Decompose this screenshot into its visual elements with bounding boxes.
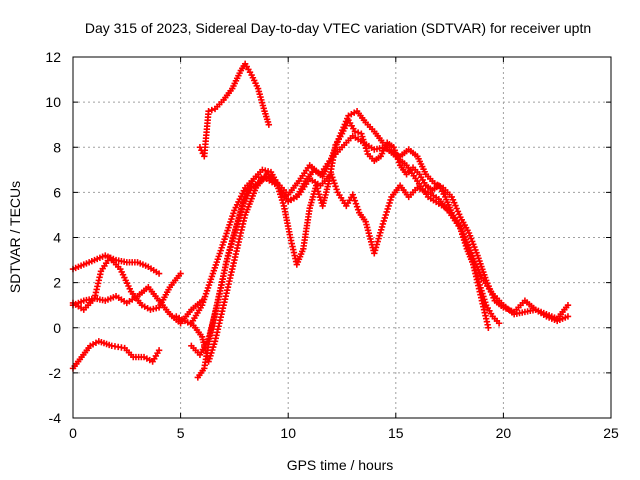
data-point [155, 270, 163, 277]
y-tick-label: 6 [53, 184, 61, 200]
y-tick-label: 4 [53, 230, 61, 246]
data-point [354, 206, 362, 213]
data-point [390, 144, 397, 151]
x-tick-label: 25 [603, 425, 619, 441]
data-point [237, 209, 244, 216]
axis-ticks: 0 5 10 15 20 25 -4 -2 0 2 4 6 8 10 12 [45, 49, 619, 441]
data-point [393, 153, 401, 160]
data-point [378, 223, 386, 231]
data-point [351, 128, 359, 135]
y-axis-title: SDTVAR / TECUs [7, 181, 23, 293]
data-point [351, 197, 359, 204]
x-tick-label: 5 [177, 425, 185, 441]
data-point [236, 212, 243, 219]
y-tick-label: 2 [53, 275, 61, 291]
data-point [371, 247, 379, 254]
data-point [564, 313, 572, 320]
data-point [332, 183, 339, 190]
data-point [383, 208, 390, 216]
data-marks [69, 60, 572, 381]
data-point [392, 150, 399, 157]
data-point [349, 191, 356, 198]
y-tick-label: 10 [45, 94, 61, 110]
series-track-f [194, 107, 572, 381]
data-point [382, 211, 389, 219]
data-point [329, 174, 336, 181]
data-point [330, 177, 337, 184]
data-point [352, 200, 360, 207]
data-point [371, 250, 378, 257]
data-point [380, 217, 388, 225]
data-point [385, 202, 392, 210]
data-point [354, 129, 362, 136]
y-tick-label: 8 [53, 139, 61, 155]
x-axis-title: GPS time / hours [287, 457, 394, 473]
data-point [384, 205, 391, 213]
data-point [333, 186, 340, 193]
data-point [387, 196, 394, 204]
x-tick-label: 15 [388, 425, 404, 441]
data-point [350, 194, 358, 201]
data-point [205, 107, 212, 115]
y-tick-label: -2 [49, 365, 62, 381]
data-point [381, 214, 389, 222]
chart-title: Day 315 of 2023, Sidereal Day-to-day VTE… [85, 20, 591, 36]
data-point [177, 270, 184, 277]
grid [73, 57, 611, 418]
data-point [495, 320, 503, 327]
series-track-h [188, 171, 492, 331]
data-point [231, 229, 238, 237]
data-point [155, 347, 163, 354]
data-point [386, 199, 393, 207]
data-point [485, 324, 492, 331]
series-track-d [69, 338, 163, 372]
y-tick-label: 12 [45, 49, 61, 65]
data-point [331, 180, 338, 187]
data-point [328, 171, 335, 178]
data-point [377, 226, 385, 234]
data-point [564, 301, 572, 309]
data-point [208, 106, 216, 114]
y-tick-label: -4 [49, 410, 62, 426]
x-tick-label: 10 [280, 425, 296, 441]
x-tick-label: 20 [496, 425, 512, 441]
x-tick-label: 0 [69, 425, 77, 441]
series-track-i [196, 60, 273, 160]
y-tick-label: 0 [53, 320, 61, 336]
data-point [265, 121, 273, 128]
data-point [391, 147, 398, 154]
data-point [379, 220, 387, 228]
data-point [353, 203, 361, 210]
data-point [394, 156, 402, 163]
data-point [395, 159, 403, 166]
